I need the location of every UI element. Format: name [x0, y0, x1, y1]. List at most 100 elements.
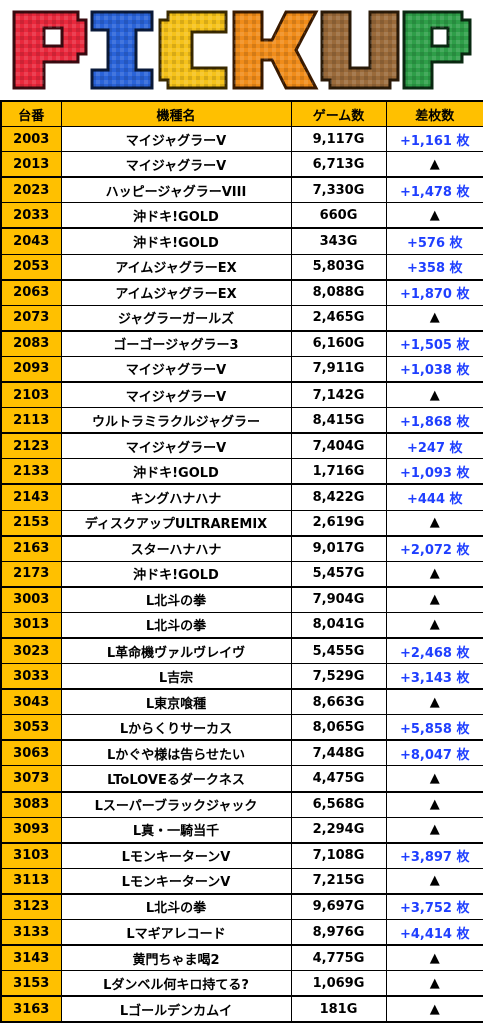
difference-cell: +247 枚: [385, 432, 483, 460]
difference-cell: ▲: [385, 816, 483, 844]
model-name-cell: L北斗の拳: [60, 611, 292, 639]
machine-number-cell: 2163: [0, 534, 62, 562]
machine-number-cell: 3113: [0, 867, 62, 895]
game-count-cell: 8,422G: [290, 483, 387, 511]
machine-number-cell: 2133: [0, 458, 62, 485]
table-row: 3163 Lゴールデンカムイ 181G ▲: [0, 995, 483, 1023]
difference-cell: +3,897 枚: [385, 841, 483, 869]
game-count-cell: 8,041G: [290, 611, 387, 639]
difference-cell: ▲: [385, 202, 483, 229]
table-row: 3113 LモンキーターンV 7,215G ▲: [0, 867, 483, 895]
difference-cell: +2,072 枚: [385, 534, 483, 562]
machine-number-cell: 2093: [0, 355, 62, 383]
game-count-cell: 181G: [290, 995, 387, 1023]
table-row: 2153 ディスクアップULTRAREMIX 2,619G ▲: [0, 509, 483, 537]
table-row: 2133 沖ドキ!GOLD 1,716G +1,093 枚: [0, 458, 483, 485]
machine-number-cell: 3143: [0, 944, 62, 972]
difference-cell: ▲: [385, 585, 483, 613]
model-name-cell: ディスクアップULTRAREMIX: [60, 509, 292, 537]
game-count-cell: 660G: [290, 202, 387, 229]
table-row: 2163 スターハナハナ 9,017G +2,072 枚: [0, 534, 483, 562]
difference-cell: +444 枚: [385, 483, 483, 511]
game-count-cell: 6,568G: [290, 790, 387, 818]
table-row: 2113 ウルトラミラクルジャグラー 8,415G +1,868 枚: [0, 407, 483, 434]
table-row: 2023 ハッピージャグラーVIII 7,330G +1,478 枚: [0, 176, 483, 204]
game-count-cell: 8,088G: [290, 278, 387, 306]
difference-cell: +358 枚: [385, 253, 483, 281]
machine-number-cell: 2173: [0, 560, 62, 588]
model-name-cell: L吉宗: [60, 663, 292, 690]
difference-cell: +5,858 枚: [385, 714, 483, 741]
game-count-cell: 8,976G: [290, 919, 387, 946]
header-diff: 差枚数: [385, 100, 483, 128]
table-row: 2173 沖ドキ!GOLD 5,457G ▲: [0, 560, 483, 588]
difference-cell: ▲: [385, 509, 483, 537]
table-header-row: 台番 機種名 ゲーム数 差枚数: [0, 100, 483, 128]
difference-cell: ▲: [385, 611, 483, 639]
difference-cell: +2,468 枚: [385, 636, 483, 665]
machine-number-cell: 3033: [0, 663, 62, 690]
machine-number-cell: 2063: [0, 278, 62, 306]
model-name-cell: マイジャグラーV: [60, 126, 292, 153]
game-count-cell: 1,069G: [290, 970, 387, 997]
table-row: 2143 キングハナハナ 8,422G +444 枚: [0, 483, 483, 511]
model-name-cell: アイムジャグラーEX: [60, 253, 292, 281]
machine-number-cell: 3133: [0, 919, 62, 946]
difference-cell: +1,505 枚: [385, 329, 483, 357]
game-count-cell: 5,455G: [290, 636, 387, 665]
game-count-cell: 7,529G: [290, 663, 387, 690]
model-name-cell: L革命機ヴァルヴレイヴ: [60, 636, 292, 665]
model-name-cell: 黄門ちゃま喝2: [60, 944, 292, 972]
table-row: 3043 L東京喰種 8,663G ▲: [0, 688, 483, 716]
pickup-banner: [0, 0, 483, 100]
machine-number-cell: 2023: [0, 176, 62, 204]
model-name-cell: LモンキーターンV: [60, 867, 292, 895]
table-row: 2123 マイジャグラーV 7,404G +247 枚: [0, 432, 483, 460]
table-row: 2103 マイジャグラーV 7,142G ▲: [0, 381, 483, 409]
game-count-cell: 9,117G: [290, 126, 387, 153]
game-count-cell: 7,911G: [290, 355, 387, 383]
letter-p-2: [402, 10, 472, 90]
game-count-cell: 7,404G: [290, 432, 387, 460]
game-count-cell: 5,457G: [290, 560, 387, 588]
table-row: 3023 L革命機ヴァルヴレイヴ 5,455G +2,468 枚: [0, 636, 483, 665]
difference-cell: ▲: [385, 151, 483, 178]
model-name-cell: Lダンベル何キロ持てる?: [60, 970, 292, 997]
machine-number-cell: 2073: [0, 304, 62, 332]
difference-cell: +3,752 枚: [385, 892, 483, 920]
table-row: 2083 ゴーゴージャグラー3 6,160G +1,505 枚: [0, 329, 483, 357]
game-count-cell: 9,697G: [290, 892, 387, 920]
header-games: ゲーム数: [290, 100, 387, 128]
table-row: 3093 L真・一騎当千 2,294G ▲: [0, 816, 483, 844]
game-count-cell: 2,465G: [290, 304, 387, 332]
table-row: 3063 Lかぐや様は告らせたい 7,448G +8,047 枚: [0, 739, 483, 767]
model-name-cell: ゴーゴージャグラー3: [60, 329, 292, 357]
game-count-cell: 8,415G: [290, 407, 387, 434]
machine-number-cell: 3063: [0, 739, 62, 767]
model-name-cell: スターハナハナ: [60, 534, 292, 562]
difference-cell: ▲: [385, 867, 483, 895]
model-name-cell: マイジャグラーV: [60, 381, 292, 409]
model-name-cell: マイジャグラーV: [60, 432, 292, 460]
letter-i: [90, 10, 154, 90]
machine-number-cell: 2013: [0, 151, 62, 178]
game-count-cell: 9,017G: [290, 534, 387, 562]
game-count-cell: 7,330G: [290, 176, 387, 204]
model-name-cell: Lマギアレコード: [60, 919, 292, 946]
machine-number-cell: 3153: [0, 970, 62, 997]
machine-number-cell: 2083: [0, 329, 62, 357]
model-name-cell: マイジャグラーV: [60, 355, 292, 383]
difference-cell: +1,161 枚: [385, 126, 483, 153]
game-count-cell: 7,904G: [290, 585, 387, 613]
machine-number-cell: 2153: [0, 509, 62, 537]
model-name-cell: アイムジャグラーEX: [60, 278, 292, 306]
machine-number-cell: 2053: [0, 253, 62, 281]
table-row: 3133 Lマギアレコード 8,976G +4,414 枚: [0, 919, 483, 946]
model-name-cell: LモンキーターンV: [60, 841, 292, 869]
model-name-cell: L北斗の拳: [60, 892, 292, 920]
game-count-cell: 4,775G: [290, 944, 387, 972]
table-row: 3143 黄門ちゃま喝2 4,775G ▲: [0, 944, 483, 972]
difference-cell: ▲: [385, 944, 483, 972]
pickup-table: 台番 機種名 ゲーム数 差枚数 2003 マイジャグラーV 9,117G +1,161…: [0, 100, 483, 1023]
model-name-cell: ウルトラミラクルジャグラー: [60, 407, 292, 434]
